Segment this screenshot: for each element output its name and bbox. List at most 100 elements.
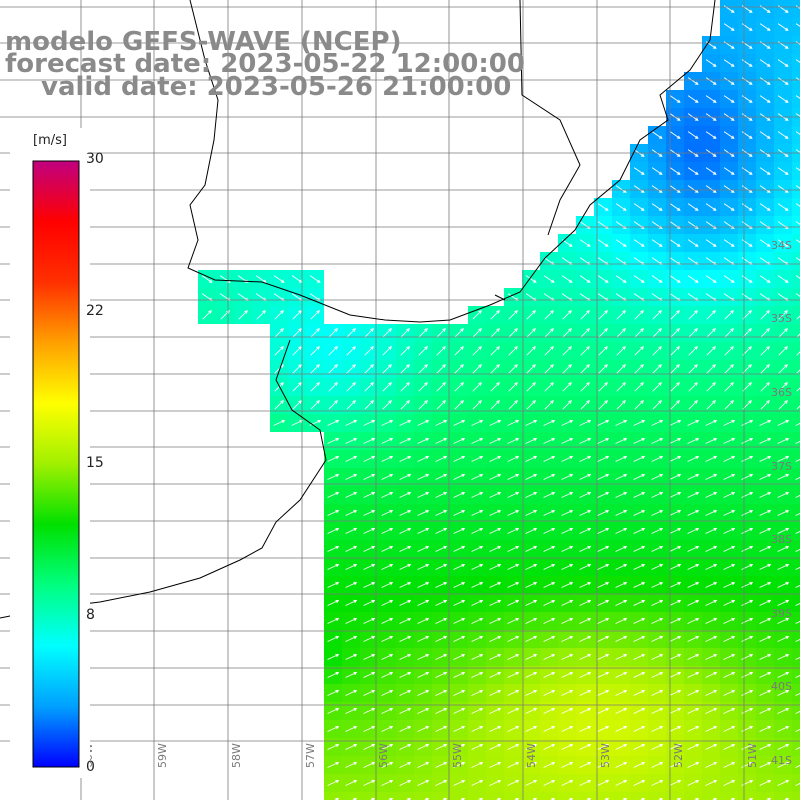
wind-arrow <box>346 382 356 392</box>
wind-arrow <box>525 527 538 534</box>
wind-cell <box>792 126 800 144</box>
wind-arrow <box>399 761 412 768</box>
wind-arrow <box>381 437 394 444</box>
wind-arrow <box>435 725 448 732</box>
wind-arrow <box>741 725 754 732</box>
wind-arrow <box>705 77 717 85</box>
wind-arrow <box>363 779 376 786</box>
wind-arrow <box>580 382 590 392</box>
wind-arrow <box>795 167 800 171</box>
wind-arrow <box>634 400 644 410</box>
wind-arrow <box>489 617 502 624</box>
wind-arrow <box>724 382 734 392</box>
wind-arrow <box>561 419 574 426</box>
wind-arrow <box>454 364 464 374</box>
wind-arrow <box>651 635 664 642</box>
wind-arrow <box>579 581 592 588</box>
wind-arrow <box>651 563 664 570</box>
wind-arrow <box>561 581 574 588</box>
wind-cell <box>792 234 800 252</box>
wind-arrow <box>507 473 520 480</box>
wind-arrow <box>759 437 772 444</box>
wind-arrow <box>363 635 376 642</box>
wind-arrow <box>723 203 735 211</box>
wind-arrow <box>507 725 520 732</box>
wind-arrow <box>345 437 358 444</box>
longitude-label: 55W <box>451 743 464 768</box>
wind-arrow <box>633 581 646 588</box>
wind-arrow <box>777 527 790 534</box>
wind-arrow <box>777 455 790 462</box>
wind-arrow <box>705 419 718 426</box>
wind-arrow <box>400 400 410 410</box>
wind-arrow <box>687 131 699 139</box>
wind-arrow <box>526 310 536 320</box>
wind-arrow <box>327 455 340 462</box>
wind-arrow <box>579 653 592 660</box>
wind-arrow <box>363 527 376 534</box>
wind-arrow <box>759 545 772 552</box>
wind-arrow <box>741 689 754 696</box>
wind-arrow <box>364 382 374 392</box>
wind-arrow <box>292 328 302 338</box>
wind-arrow <box>777 419 790 426</box>
wind-arrow <box>471 527 484 534</box>
wind-arrow <box>597 707 610 714</box>
wind-cell <box>792 18 800 36</box>
wind-arrow <box>525 275 537 283</box>
wind-arrow <box>633 761 646 768</box>
wind-arrow <box>346 400 356 410</box>
wind-arrow <box>759 617 772 624</box>
wind-arrow <box>543 563 556 570</box>
wind-arrow <box>453 725 466 732</box>
wind-arrow <box>669 275 681 283</box>
wind-arrow <box>345 599 358 606</box>
wind-arrow <box>723 131 735 139</box>
wind-arrow <box>633 473 646 480</box>
wind-arrow <box>706 328 716 338</box>
wind-cell <box>792 378 800 396</box>
wind-arrow <box>759 185 771 193</box>
wind-arrow <box>580 310 590 320</box>
wind-arrow <box>687 689 700 696</box>
wind-arrow <box>561 437 574 444</box>
wind-arrow <box>777 725 790 732</box>
wind-arrow <box>705 275 717 283</box>
wind-arrow <box>490 364 500 374</box>
title-model: modelo GEFS-WAVE (NCEP) <box>5 27 402 57</box>
wind-arrow <box>417 743 430 750</box>
wind-arrow <box>777 689 790 696</box>
wind-arrow <box>345 563 358 570</box>
wind-arrow <box>651 743 664 750</box>
wind-arrow <box>561 707 574 714</box>
wind-cell <box>792 702 800 720</box>
wind-arrow <box>687 779 700 786</box>
wind-arrow <box>706 382 716 392</box>
wind-arrow <box>687 455 700 462</box>
wind-arrow <box>345 509 358 516</box>
wind-arrow <box>417 617 430 624</box>
wind-arrow <box>525 707 538 714</box>
wind-arrow <box>651 617 664 624</box>
wind-arrow <box>741 707 754 714</box>
wind-arrow <box>658 797 664 800</box>
wind-arrow <box>759 77 771 85</box>
wind-arrow <box>345 725 358 732</box>
wind-cell <box>792 738 800 756</box>
wind-arrow <box>526 346 536 356</box>
wind-arrow <box>399 599 412 606</box>
wind-arrow <box>597 203 609 211</box>
wind-arrow <box>381 509 394 516</box>
wind-arrow <box>508 400 518 410</box>
longitude-label: 59W <box>156 743 169 768</box>
wind-arrow <box>633 725 646 732</box>
wind-arrow <box>345 743 358 750</box>
wind-arrow <box>327 581 340 588</box>
wind-arrow <box>651 437 664 444</box>
wind-arrow <box>670 364 680 374</box>
wind-arrow <box>417 725 430 732</box>
wind-arrow <box>651 779 664 786</box>
colorbar-tick-22: 22 <box>86 303 104 319</box>
wind-arrow <box>615 419 628 426</box>
wind-arrow <box>723 671 736 678</box>
